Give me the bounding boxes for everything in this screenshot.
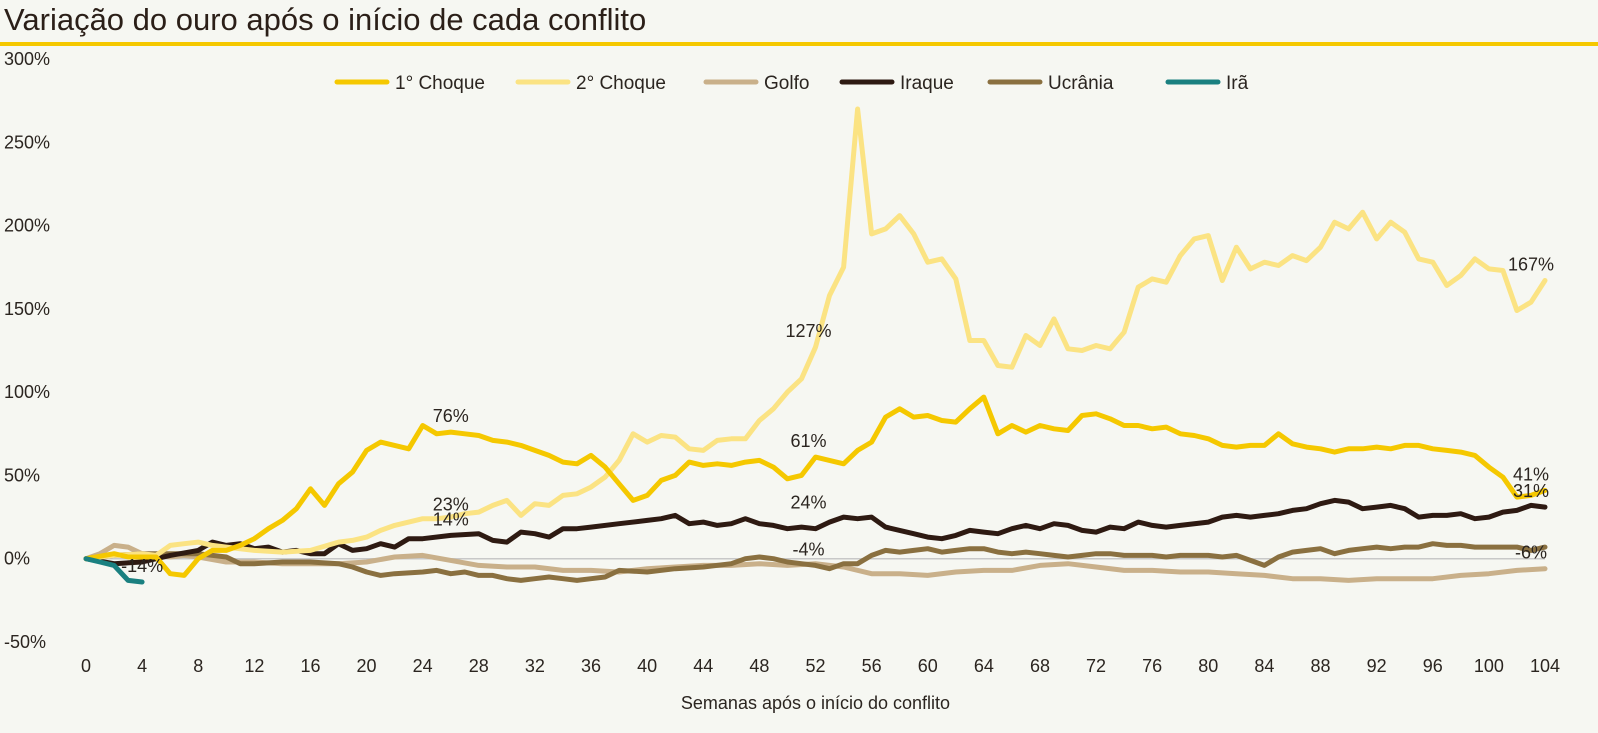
legend: 1° Choque 2° Choque Golfo Iraque Ucrânia Irã	[334, 73, 1249, 94]
x-tick-label: 104	[1530, 656, 1560, 676]
legend-label: 1° Choque	[395, 73, 485, 94]
title-rule	[0, 42, 1598, 46]
x-tick-label: 80	[1198, 656, 1218, 676]
x-tick-label: 56	[862, 656, 882, 676]
x-tick-label: 8	[193, 656, 203, 676]
series-line-ir-	[83, 556, 145, 585]
data-label: 127%	[785, 321, 831, 341]
data-label: 61%	[790, 431, 826, 451]
data-label: 76%	[433, 406, 469, 426]
x-axis-ticks: 0 4 8 12 16 20 24 28 32 36 40 44 48 52 56 60 64 68 72 76 80 8…	[81, 656, 1560, 676]
series-line-ucr-nia	[83, 541, 1548, 583]
x-tick-label: 0	[81, 656, 91, 676]
x-tick-label: 40	[637, 656, 657, 676]
data-label: 31%	[1513, 481, 1549, 501]
x-tick-label: 24	[413, 656, 433, 676]
y-tick-label: -50%	[4, 632, 46, 652]
legend-label: Irã	[1226, 73, 1249, 94]
series-line-1-choque	[83, 394, 1548, 578]
y-tick-label: 100%	[4, 382, 50, 402]
legend-label: Golfo	[764, 73, 809, 94]
x-tick-label: 48	[749, 656, 769, 676]
x-tick-label: 12	[244, 656, 264, 676]
x-tick-label: 32	[525, 656, 545, 676]
x-tick-label: 96	[1423, 656, 1443, 676]
data-label: 24%	[790, 493, 826, 513]
series-line-2-choque	[83, 106, 1548, 562]
y-tick-label: 0%	[4, 549, 30, 569]
data-label: 23%	[433, 494, 469, 514]
series-line-iraque	[83, 497, 1548, 567]
data-label: -4%	[792, 539, 824, 559]
x-tick-label: 36	[581, 656, 601, 676]
y-tick-label: 50%	[4, 465, 40, 485]
x-tick-label: 72	[1086, 656, 1106, 676]
data-label: 41%	[1513, 464, 1549, 484]
series-lines	[83, 106, 1548, 585]
x-tick-label: 20	[357, 656, 377, 676]
legend-label: Ucrânia	[1048, 73, 1114, 94]
y-tick-label: 250%	[4, 132, 50, 152]
data-label: 14%	[433, 509, 469, 529]
legend-label: 2° Choque	[576, 73, 666, 94]
data-labels: 76% 23%14% 127% 61% 24% -4% 167% 41%31% -6% -14%	[121, 255, 1554, 576]
x-tick-label: 100	[1474, 656, 1504, 676]
data-label: -6%	[1515, 543, 1547, 563]
y-tick-label: 200%	[4, 216, 50, 236]
legend-item: Irã	[1165, 73, 1249, 94]
legend-item: Iraque	[839, 73, 954, 94]
legend-label: Iraque	[900, 73, 954, 94]
legend-item: 1° Choque	[334, 73, 485, 94]
x-tick-label: 84	[1254, 656, 1274, 676]
x-tick-label: 60	[918, 656, 938, 676]
x-tick-label: 16	[300, 656, 320, 676]
legend-item: Golfo	[703, 73, 809, 94]
x-tick-label: 88	[1311, 656, 1331, 676]
data-label: -14%	[121, 556, 163, 576]
x-tick-label: 28	[469, 656, 489, 676]
x-tick-label: 44	[693, 656, 713, 676]
legend-item: Ucrânia	[987, 73, 1114, 94]
y-axis-ticks: -50% 0% 50% 100% 150% 200% 250% 300%	[4, 49, 50, 652]
y-tick-label: 300%	[4, 49, 50, 69]
x-tick-label: 68	[1030, 656, 1050, 676]
x-tick-label: 92	[1367, 656, 1387, 676]
x-tick-label: 76	[1142, 656, 1162, 676]
chart-title: Variação do ouro após o início de cada c…	[4, 2, 647, 37]
x-tick-label: 64	[974, 656, 994, 676]
x-axis-label: Semanas após o início do conflito	[681, 693, 950, 713]
legend-item: 2° Choque	[515, 73, 666, 94]
x-tick-label: 4	[137, 656, 147, 676]
y-tick-label: 150%	[4, 299, 50, 319]
x-tick-label: 52	[805, 656, 825, 676]
data-label: 167%	[1508, 255, 1554, 275]
